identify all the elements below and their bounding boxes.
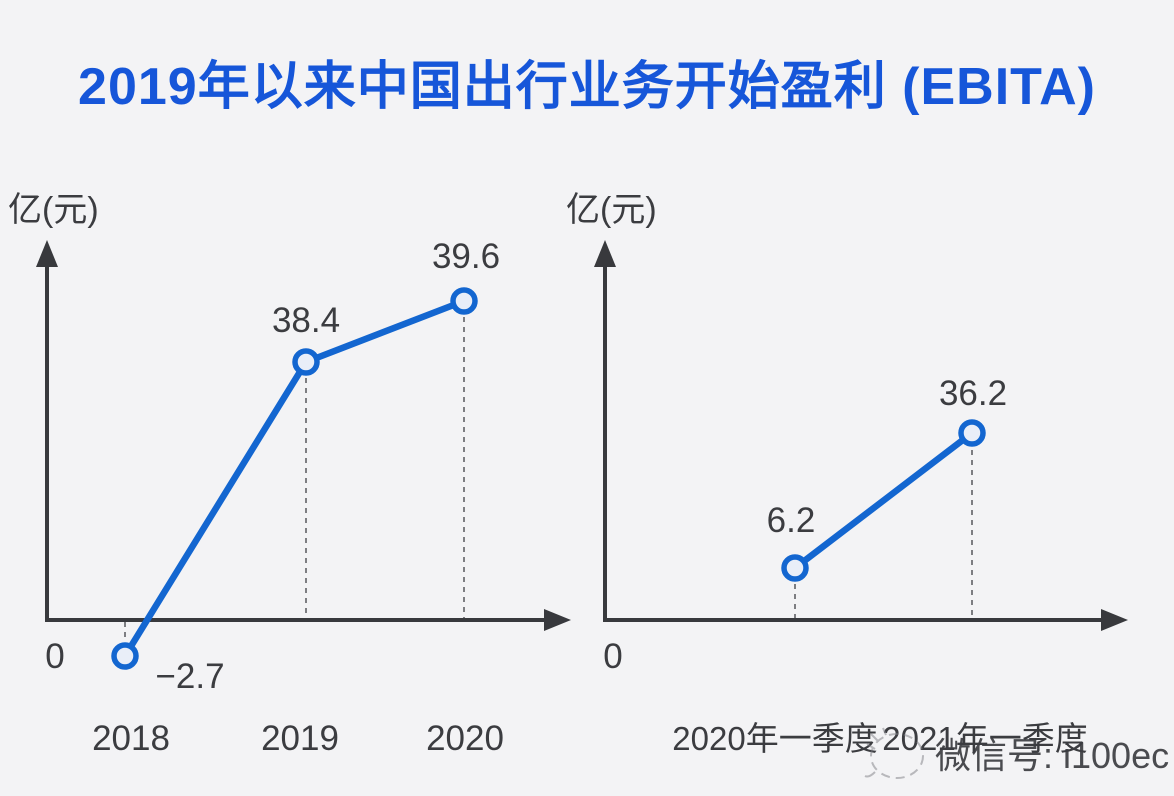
watermark-logo-icon (864, 727, 924, 779)
data-point-marker-2020 (450, 287, 478, 315)
left-y-axis-label: 亿(元) (8, 191, 99, 229)
x-tick-label-2020: 2020 (426, 719, 504, 758)
data-point-marker-2021q1 (958, 419, 986, 447)
data-point-marker-2018 (111, 642, 139, 670)
data-point-marker-2020q1 (781, 554, 809, 582)
watermark: 微信号: i100ec (855, 714, 1169, 792)
page-title: 2019年以来中国出行业务开始盈利 (EBITA) (78, 58, 1096, 116)
left-x-axis-arrow-icon (544, 609, 571, 631)
origin-label: 0 (45, 637, 64, 676)
watermark-text: 微信号: i100ec (935, 735, 1170, 776)
x-tick-label-2019: 2019 (261, 719, 339, 758)
point-value-label: 6.2 (767, 501, 816, 540)
right-x-axis-arrow-icon (1101, 609, 1128, 631)
right-y-axis-arrow-icon (594, 240, 616, 267)
data-point-marker-2019 (292, 348, 320, 376)
point-value-label: 38.4 (272, 301, 340, 340)
x-tick-label-2020q1: 2020年一季度 (672, 720, 877, 757)
left-chart: −2.7 38.4 39.6 0 2018 2019 2020 (36, 237, 571, 758)
point-value-label: 36.2 (939, 374, 1007, 413)
origin-label: 0 (603, 637, 622, 676)
point-value-label: 39.6 (432, 237, 500, 276)
x-tick-label-2021q1: 2021年一季度 (882, 720, 1087, 757)
right-chart: 6.2 36.2 0 2020年一季度 2021年一季度 (594, 240, 1128, 757)
point-value-label: −2.7 (155, 657, 224, 696)
series-line (791, 429, 976, 572)
x-tick-label-2018: 2018 (92, 719, 170, 758)
right-y-axis-label: 亿(元) (566, 191, 657, 229)
left-y-axis-arrow-icon (36, 240, 58, 267)
series-line (121, 297, 468, 660)
